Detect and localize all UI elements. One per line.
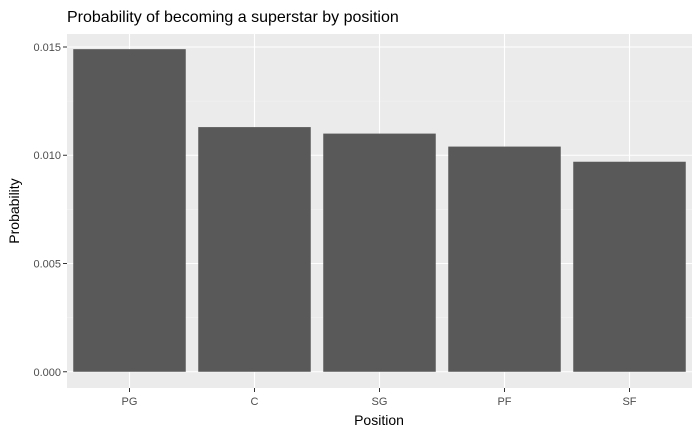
- y-tick-label: 0.010: [33, 150, 61, 162]
- x-tick-label: PF: [497, 396, 511, 408]
- x-tick-label: SF: [622, 396, 636, 408]
- chart-title: Probability of becoming a superstar by p…: [67, 9, 399, 26]
- bar-sg: [323, 133, 436, 372]
- x-axis-title: Position: [354, 412, 404, 428]
- y-axis: 0.000 0.005 0.010 0.015: [33, 42, 67, 379]
- y-tick-label: 0.000: [33, 367, 61, 379]
- y-tick-label: 0.015: [33, 42, 61, 54]
- x-tick-label: PG: [122, 396, 138, 408]
- bar-sf: [573, 161, 686, 372]
- bar-pf: [448, 146, 561, 372]
- bar-c: [198, 127, 311, 372]
- y-tick-label: 0.005: [33, 259, 61, 271]
- x-axis: PG C SG PF SF: [122, 388, 637, 408]
- x-tick-label: C: [251, 396, 259, 408]
- x-tick-label: SG: [372, 396, 388, 408]
- bars: [73, 49, 686, 372]
- y-axis-title: Probability: [6, 178, 22, 243]
- bar-pg: [73, 49, 186, 372]
